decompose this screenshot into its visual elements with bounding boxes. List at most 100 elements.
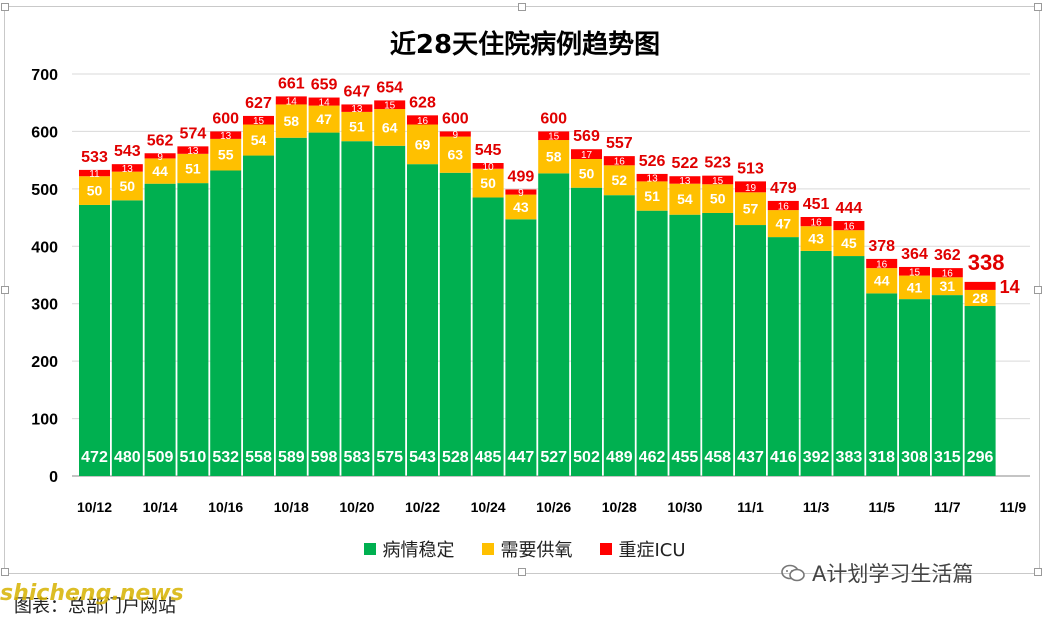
resize-handle-top-center[interactable] (518, 3, 526, 11)
data-label-oxygen: 54 (677, 191, 693, 207)
data-label-total: 574 (180, 125, 207, 142)
resize-handle-middle-left[interactable] (1, 286, 9, 294)
bar-segment-stable (243, 155, 274, 476)
x-tick-label: 10/18 (274, 499, 309, 515)
bar-segment-stable (800, 250, 832, 476)
wechat-icon (781, 564, 805, 582)
data-label-oxygen: 47 (316, 111, 332, 127)
data-label-stable: 589 (278, 449, 305, 466)
data-label-stable: 598 (311, 449, 338, 466)
data-label-oxygen: 69 (415, 136, 431, 152)
legend-swatch-icu (600, 543, 613, 555)
bar-segment-oxygen (636, 181, 668, 211)
resize-handle-top-right[interactable] (1034, 3, 1042, 11)
data-label-total: 600 (212, 110, 239, 127)
data-label-icu: 16 (843, 222, 855, 233)
data-label-icu: 15 (909, 267, 921, 278)
data-label-stable: 315 (934, 449, 961, 466)
bar-segment-icu (603, 156, 635, 166)
data-label-stable: 437 (737, 449, 764, 466)
x-tick-label: 10/14 (143, 499, 178, 515)
bar-segment-stable (833, 256, 865, 476)
bar-segment-icu (538, 131, 570, 141)
data-label-total: 479 (770, 180, 797, 197)
bar-segment-oxygen (472, 168, 504, 198)
data-label-icu: 17 (581, 150, 593, 161)
data-label-icu: 10 (483, 162, 495, 173)
legend-item-oxygen: 需要供氧 (482, 536, 572, 562)
data-label-stable: 489 (606, 449, 633, 466)
bar-segment-oxygen (439, 136, 471, 173)
bar-segment-oxygen (669, 183, 701, 215)
data-label-stable: 527 (540, 449, 567, 466)
bar-segment-stable (308, 132, 340, 476)
data-label-stable: 458 (704, 449, 731, 466)
x-tick-label: 11/7 (934, 499, 961, 515)
bar-segment-oxygen (374, 109, 406, 146)
data-label-icu: 14 (1000, 277, 1020, 297)
bar-segment-icu (767, 200, 799, 211)
x-tick-label: 11/1 (737, 499, 764, 515)
bar-segment-oxygen (177, 153, 209, 184)
bar-segment-stable (866, 293, 898, 476)
data-label-oxygen: 43 (808, 231, 824, 247)
resize-handle-bottom-left[interactable] (1, 568, 9, 576)
data-label-icu: 13 (122, 164, 134, 175)
data-label-total: 659 (311, 77, 338, 94)
y-tick-label: 100 (31, 412, 58, 429)
data-label-total: 661 (278, 75, 305, 92)
data-label-icu: 13 (220, 131, 232, 142)
data-label-icu: 11 (89, 169, 100, 180)
data-label-stable: 472 (81, 449, 108, 466)
bar-segment-oxygen (243, 124, 274, 156)
bar-segment-stable (931, 295, 963, 476)
data-label-stable: 509 (147, 449, 174, 466)
bar-segment-oxygen (210, 138, 242, 171)
legend-item-icu: 重症ICU (600, 536, 686, 562)
data-label-oxygen: 47 (776, 216, 792, 232)
data-label-icu: 14 (286, 96, 298, 107)
bar-segment-stable (636, 210, 668, 476)
bar-segment-stable (669, 214, 701, 476)
data-label-stable: 532 (212, 449, 239, 466)
x-tick-label: 10/12 (77, 499, 112, 515)
data-label-total: 526 (639, 153, 666, 170)
data-label-icu: 13 (187, 146, 199, 157)
data-label-stable: 575 (376, 449, 403, 466)
data-label-oxygen: 54 (251, 132, 267, 148)
bar-segment-stable (275, 137, 307, 476)
data-label-oxygen: 50 (480, 175, 496, 191)
data-label-stable: 296 (967, 449, 994, 466)
legend-item-stable: 病情稳定 (364, 536, 454, 562)
data-label-stable: 583 (344, 449, 371, 466)
resize-handle-bottom-right[interactable] (1034, 568, 1042, 576)
y-tick-label: 700 (31, 67, 58, 84)
data-label-oxygen: 63 (448, 147, 464, 163)
bar-segment-icu (800, 216, 832, 227)
x-tick-label: 11/9 (1000, 499, 1027, 515)
resize-handle-bottom-center[interactable] (518, 568, 526, 576)
data-label-icu: 16 (811, 218, 823, 229)
bar-segment-stable (374, 145, 406, 477)
bar-segment-oxygen (407, 124, 438, 165)
data-label-stable: 558 (245, 449, 272, 466)
bar-segment-icu (735, 181, 766, 193)
resize-handle-top-left[interactable] (1, 3, 9, 11)
bar-segment-icu (931, 268, 963, 278)
data-label-total: 562 (147, 132, 174, 149)
data-label-icu: 13 (351, 104, 363, 115)
bar-segment-stable (439, 172, 471, 476)
data-label-stable: 392 (803, 449, 830, 466)
data-label-stable: 318 (868, 449, 895, 466)
resize-handle-middle-right[interactable] (1034, 286, 1042, 294)
bar-segment-stable (538, 173, 570, 476)
data-label-oxygen: 50 (579, 165, 595, 181)
x-tick-label: 10/30 (667, 499, 702, 515)
data-label-oxygen: 45 (841, 235, 857, 251)
data-label-oxygen: 50 (710, 191, 726, 207)
bar-segment-stable (964, 306, 996, 476)
data-label-oxygen: 44 (152, 163, 168, 179)
data-label-total: 557 (606, 135, 633, 152)
data-label-oxygen: 51 (185, 160, 201, 176)
